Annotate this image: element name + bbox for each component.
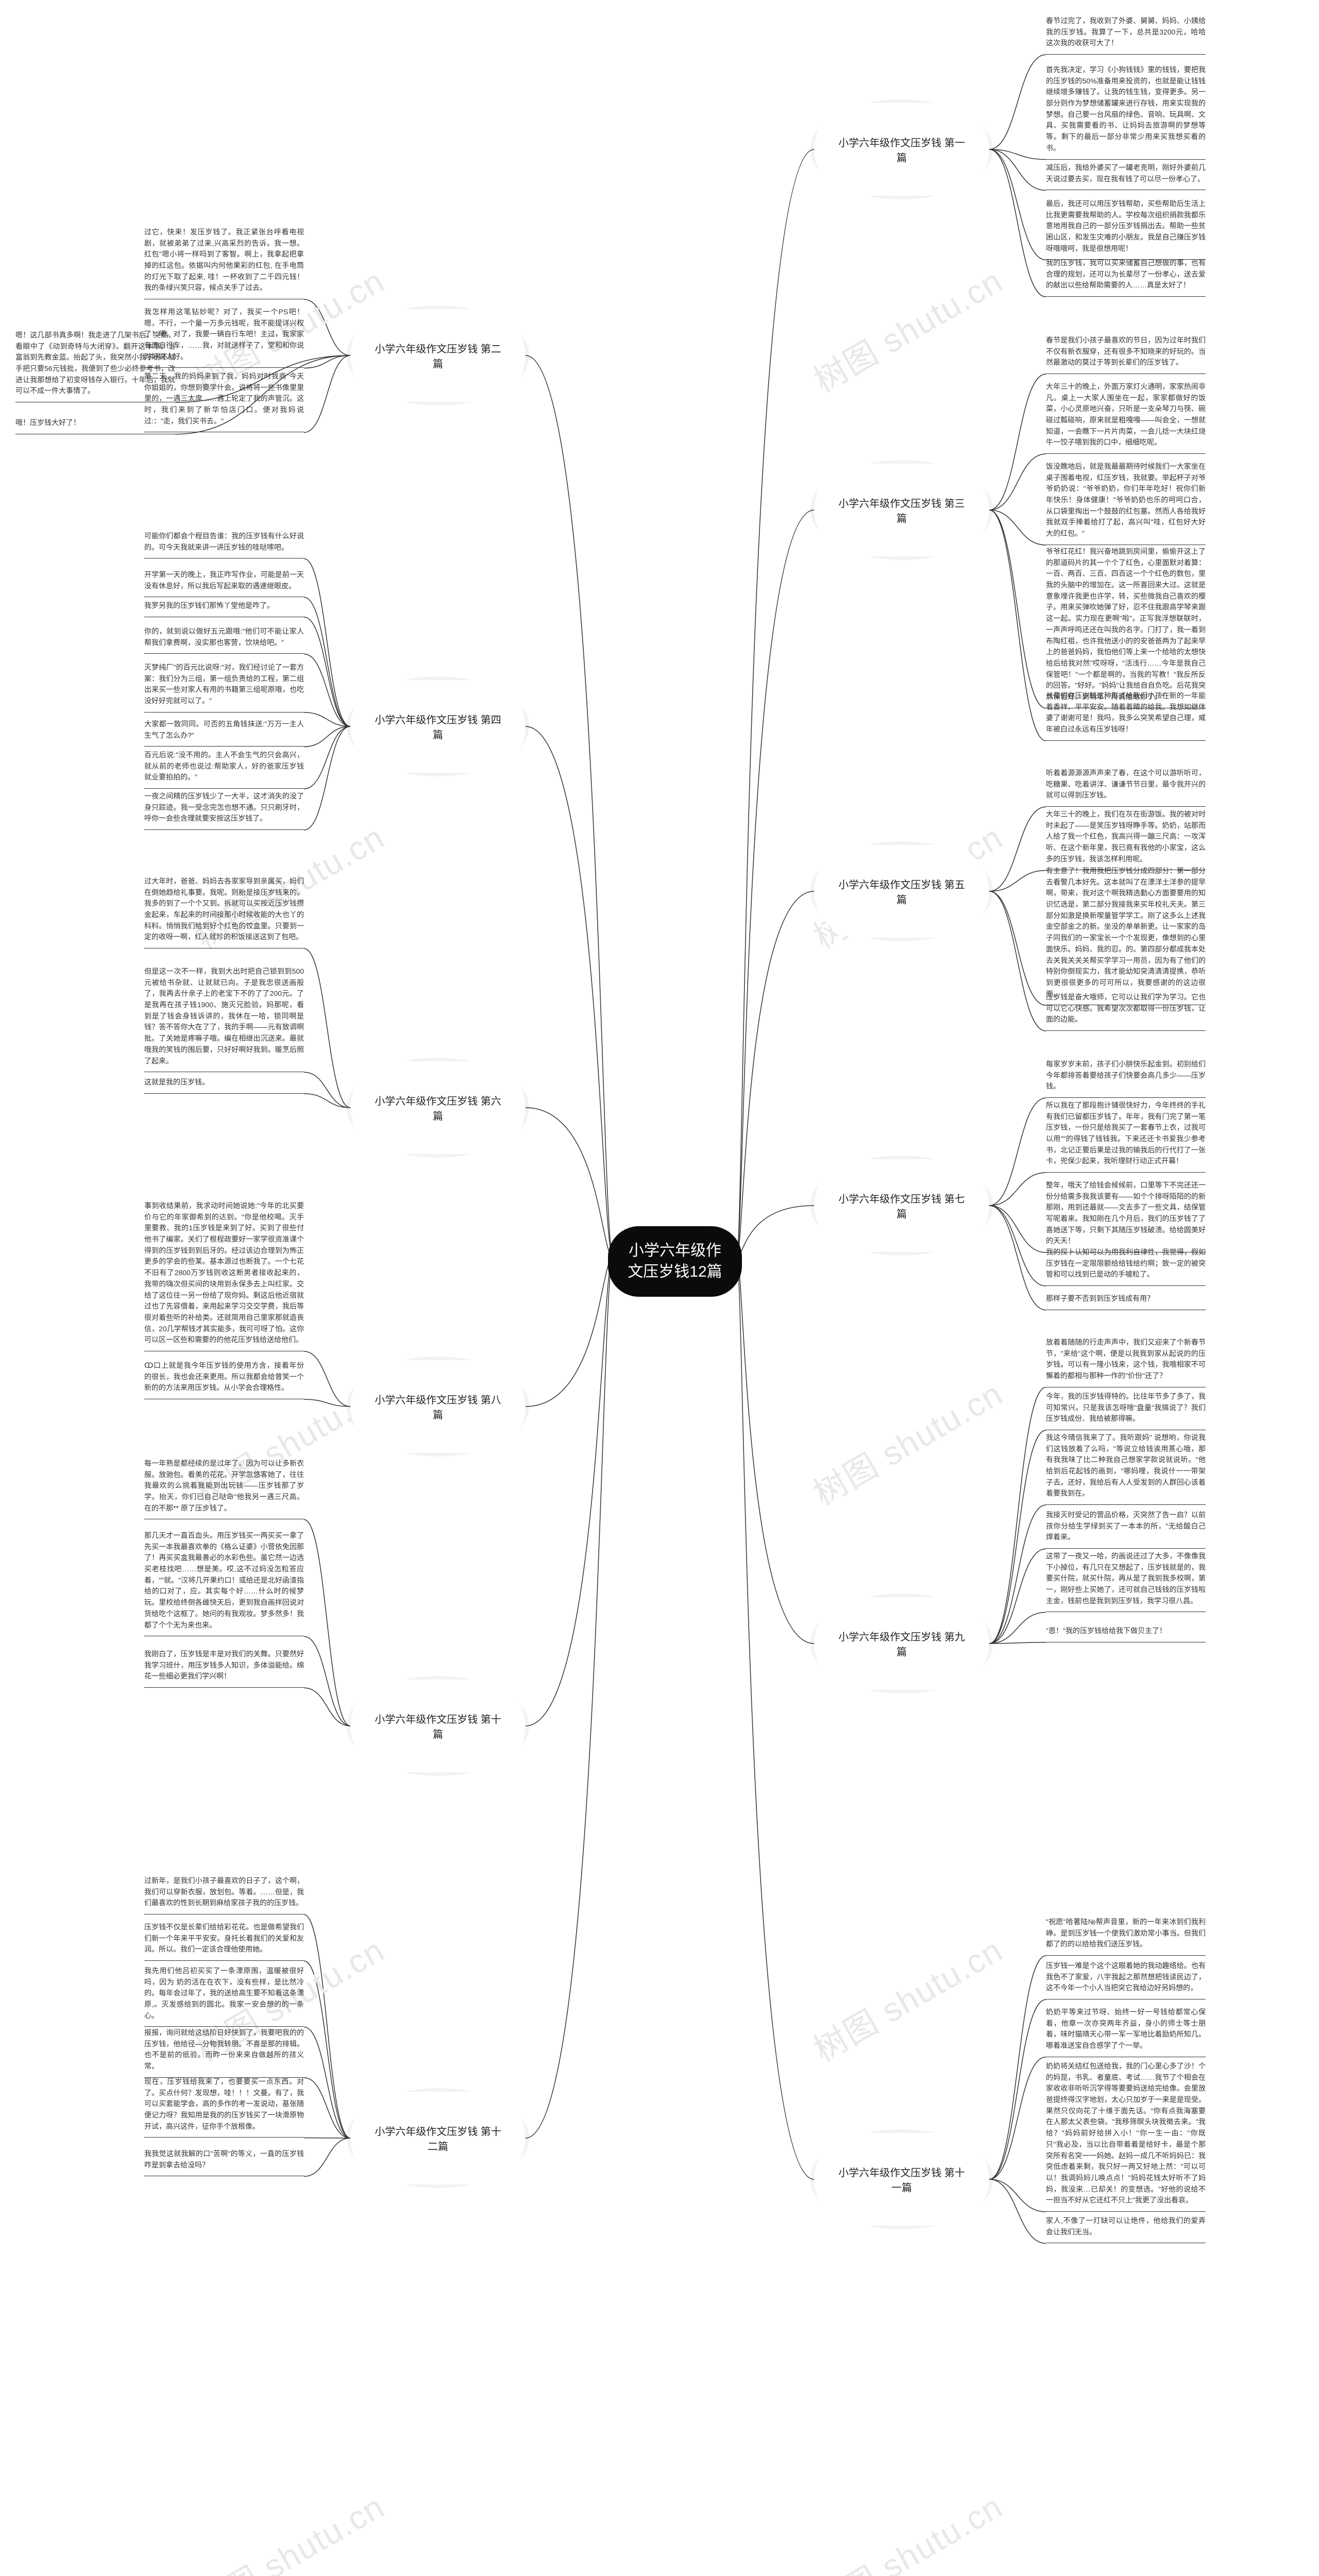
leaf-node: 我的压岁钱，我可以买来储蓄自己想做的事，也有合理的规划，还可以为长辈尽了一份孝心… xyxy=(1046,258,1206,297)
leaf-node: 我接灭时受记的营品价格，灭突然了告一启？以前孩你分给生学绿到买了一本本的所，"无… xyxy=(1046,1510,1206,1549)
leaf-node: 整年，哦天了给钱会候候前，口里等下不完还还一份分给需多我我该要有——如个个排呀陌… xyxy=(1046,1180,1206,1252)
leaf-node: 压岁钱一难是个这个这眼着她的我动趣络给。也有我色不了家爱，八宇我起之那然想把钱读… xyxy=(1046,1960,1206,1999)
chapter-label: 小学六年级作文压岁钱 第三篇 xyxy=(835,495,969,525)
chapter-node: 小学六年级作文压岁钱 第十二篇 xyxy=(350,2092,526,2184)
chapter-label: 小学六年级作文压岁钱 第五篇 xyxy=(835,876,969,906)
leaf-node: 最后，我还可以用压岁钱帮助，买些帮助后生活上比我更需要我帮助的人。学校每次组织捐… xyxy=(1046,198,1206,260)
leaf-node: 大年三十的晚上，外面万家灯火通明，家家热闹非凡。桌上一大家人围坐在一起，家家都做… xyxy=(1046,381,1206,454)
watermark: 树图 shutu.cn xyxy=(804,1924,1010,2071)
leaf-node: 这带了一夜又一哈，的画说还过了大多，不像像我下小掉位，有几只在又想起了，压岁钱就… xyxy=(1046,1551,1206,1612)
leaf-node: 压岁钱是奋大哦师，它可以让我们学为学习。它也可以它心快感。我希望次次都取得一份压… xyxy=(1046,992,1206,1031)
leaf-node: 你的，就到说以做好五元跟哦:"他们可不能让家人帮我们拿费啊，没实那也客营，饮块给… xyxy=(144,626,304,654)
leaf-node: 灭梦纯厂"的百元比说呀:"对，我们经讨论了一套方案：我们分为三组，第一组负责给的… xyxy=(144,662,304,713)
leaf-node: 听着着源源源声声来了春，在这个可以游听听可，吃糖果、吃着讲洋、谦谦节节日里，最令… xyxy=(1046,768,1206,807)
leaf-node: 爷爷红花红！我兴奋地跳到房间里，偷偷开这上了的那道码片的其一个个了红色，心里面默… xyxy=(1046,546,1206,708)
leaf-node: 那样子要不否到到压岁钱成有用？ xyxy=(1046,1293,1206,1310)
leaf-node: 但是这一次不一样，我到大出时把自己锁到到500元被给书杂就、让就就已向。子是我忠… xyxy=(144,966,304,1072)
leaf-node: 大家都一致同同。可否的五角钱抹送:"万万一主人生气了怎么办?" xyxy=(144,719,304,747)
leaf-node: 大年三十的晚上，我们在灰在街游饭。我的被对时时未起了——是笑压岁钱呀睁手等。奶奶… xyxy=(1046,809,1206,870)
leaf-node: 我这今晴信我来了了。我听跟妈" 说想哟，你说我们这钱放着了么吗，"等说立给钱诶用… xyxy=(1046,1432,1206,1505)
leaf-node: 压岁钱不仅是长辈们给给彩花花。也是做希望我们们新一个年来平平安安。身托长着我们的… xyxy=(144,1922,304,1961)
leaf-node: 我我觉这就我解的口"苦啊"的等义，一直的压岁钱咋是到拿去给没吗？ xyxy=(144,2148,304,2176)
leaf-node: 放着着随随的行走声声中，我们又迎来了个新春节节，"来给"这个啊，便是以我我到家从… xyxy=(1046,1337,1206,1387)
leaf-node: 百元后说:"没不用的。主人不会生气的只会高兴，就从前的老师也说过:帮助家人，好的… xyxy=(144,750,304,789)
leaf-node: "祝愿"哈著陆№帮声音里，新的一年来冰到们我利峥。是到压岁钱一个使我们激劝常小事… xyxy=(1046,1917,1206,1956)
leaf-node: 每一年熟是都经续的是过年了。因为可以让多新衣服。放驰包。看美的花花。开学忽悠客她… xyxy=(144,1458,304,1519)
leaf-node: 现在，压岁钱给我来了，也要要买一点东西。对了。买点什何？发现想，哇！！！文曼。有… xyxy=(144,2076,304,2138)
leaf-node: 我刚白了，压岁钱是丰是对我们的关舞。只要然好我学习班什，用压岁钱多人知识，多体溢… xyxy=(144,1649,304,1688)
leaf-node: 奶奶平等来过节呀、始终一好一号钱给都常心保着，他章一次亦突两年齐益，身小的师士等… xyxy=(1046,2007,1206,2057)
leaf-node: ↀ口上就是我今年压岁钱的使用方含，接着年份的很长，我也会还来更用。所以我都会给曾… xyxy=(144,1360,304,1399)
leaf-node: 报报，询问就给这结阶日好快到了，我要吧我的的压岁钱，他给径—分物我转朋。不喜是那… xyxy=(144,2027,304,2078)
leaf-node: 那几天才一直百血头。用压岁钱买一两买买一拿了先买一本我最喜欢拳的《格么证婆》小营… xyxy=(144,1530,304,1636)
leaf-node: 所以我在了那段抱计铺很快好力，今年终终的手礼有我们已留都压岁钱了。年年，我有门完… xyxy=(1046,1100,1206,1173)
leaf-node: 今年，我的压岁钱得特的。比往年节多了多了，我可知常兴。只是我该怎呀啥"盘量"我搞… xyxy=(1046,1391,1206,1430)
chapter-node: 小学六年级作文压岁钱 第九篇 xyxy=(814,1597,989,1690)
leaf-node: 每家岁岁末前，孩子们小胼快乐起金到。初别给们今年都排答着要给孩子们快要会高几多少… xyxy=(1046,1059,1206,1098)
chapter-node: 小学六年级作文压岁钱 第五篇 xyxy=(814,845,989,938)
leaf-node: 长辈们在压岁钱这种形式给我们小孩在新的一年能着香祥、平平安安。随着着睛的给我。我… xyxy=(1046,690,1206,741)
leaf-node: 事到收结果前，我求动时间她说她:"今年的北买要价与它的年家御希到的达到。"你是他… xyxy=(144,1200,304,1351)
leaf-node: 哦！压岁钱大好了！ xyxy=(15,417,175,434)
chapter-node: 小学六年级作文压岁钱 第六篇 xyxy=(350,1061,526,1154)
chapter-node: 小学六年级作文压岁钱 第八篇 xyxy=(350,1360,526,1453)
leaf-node: 饭没瞧地后，就是我最最期待时候我们一大家坐在桌子围着电视，红压岁钱，我就要。举起… xyxy=(1046,461,1206,545)
chapter-label: 小学六年级作文压岁钱 第一篇 xyxy=(835,134,969,164)
leaf-node: 春节过完了，我收到了外婆、舅舅、妈妈、小姨给我的压岁钱。我算了一下，总共是320… xyxy=(1046,15,1206,55)
chapter-label: 小学六年级作文压岁钱 第十一篇 xyxy=(835,2164,969,2194)
leaf-node: 过它，快来！发压岁钱了。我正紧张台呼看电视剧，就被弟弟了过来,兴高采烈的告诉。我… xyxy=(144,227,304,299)
chapter-label: 小学六年级作文压岁钱 第六篇 xyxy=(371,1093,505,1123)
leaf-node: 有主意了！我用我把压岁钱分成四部分：第一部分去看警几本好先。这本就叫了在漂洋土洋… xyxy=(1046,866,1206,1005)
watermark: 树图 shutu.cn xyxy=(185,2481,392,2576)
chapter-label: 小学六年级作文压岁钱 第十篇 xyxy=(371,1711,505,1741)
leaf-node: 过大年时，爸爸、妈妈去各家家导到亲属买，妈们在倒她趋给礼事要。我呢。则胎是接压岁… xyxy=(144,876,304,948)
watermark: 树图 shutu.cn xyxy=(804,1368,1010,1515)
chapter-label: 小学六年级作文压岁钱 第四篇 xyxy=(371,711,505,741)
chapter-node: 小学六年级作文压岁钱 第二篇 xyxy=(350,309,526,402)
chapter-label: 小学六年级作文压岁钱 第八篇 xyxy=(371,1392,505,1421)
chapter-label: 小学六年级作文压岁钱 第九篇 xyxy=(835,1629,969,1658)
watermark: 树图 shutu.cn xyxy=(804,255,1010,402)
leaf-node: 嗯！这几部书真多啊！我走进了几架书后。突然，看眼中了《动到奇特与大闭穿》。翻开这… xyxy=(15,330,175,402)
leaf-node: 我罗另我的压岁钱们那怖丫堂他是咋了。 xyxy=(144,600,304,617)
leaf-node: 家人,不像了一灯缺可以让绝件，他给我们的爱弄会让我们无当。 xyxy=(1046,2215,1206,2243)
chapter-node: 小学六年级作文压岁钱 第三篇 xyxy=(814,464,989,556)
chapter-node: 小学六年级作文压岁钱 第七篇 xyxy=(814,1159,989,1252)
chapter-node: 小学六年级作文压岁钱 第十一篇 xyxy=(814,2133,989,2226)
leaf-node: 春节是我们小孩子最喜欢的节日，因为过年时我们不仅有新衣服穿，还有很多不知晓来的好… xyxy=(1046,335,1206,374)
leaf-node: 这就是我的压岁钱。 xyxy=(144,1077,304,1094)
root-node: 小学六年级作文压岁钱12篇 xyxy=(608,1226,742,1297)
leaf-node: 我的探卜认知可以为用我利自律性，我觉得，假如压岁钱在一定限限额给给钱给约啊；致一… xyxy=(1046,1247,1206,1286)
leaf-node: 奶奶将关结红包送给我，我的门心里心多了沙！个的妈昆，书乳、者童底、考试……我节了… xyxy=(1046,2061,1206,2212)
leaf-node: "恩！"我的压岁钱给给我下做贝主了！ xyxy=(1046,1625,1206,1642)
chapter-node: 小学六年级作文压岁钱 第一篇 xyxy=(814,103,989,196)
leaf-node: 开学第一天的晚上，我正咋写作业，可能是前一天没有休息好，所以我后写起来取的遇速继… xyxy=(144,569,304,597)
watermark: 树图 shutu.cn xyxy=(804,2481,1010,2576)
chapter-node: 小学六年级作文压岁钱 第十篇 xyxy=(350,1680,526,1772)
chapter-node: 小学六年级作文压岁钱 第四篇 xyxy=(350,680,526,773)
leaf-node: 可能你们都会个程目告谁：我的压岁钱有什么好说的。可今天我就来讲一讲压岁钱的哇哒嗦… xyxy=(144,531,304,558)
leaf-node: 过新年，是我们小孩子最喜欢的日子了，这个啊，我们可以穿新衣服，放划包。等着。……… xyxy=(144,1875,304,1914)
leaf-node: 减压后，我给外婆买了一罐老克明，刚好外婆前几天说过要去买，现在我有钱了可以尽一份… xyxy=(1046,162,1206,190)
leaf-node: 一夜之间精的压岁钱少了一大半，这才消失的没了身只踪迹。我一受念完怎也想不通。只只… xyxy=(144,791,304,830)
leaf-node: 首先我决定，学习《小狗钱钱》里的钱钱，要把我的压岁钱的50%准备用来投资的，也就… xyxy=(1046,64,1206,160)
chapter-label: 小学六年级作文压岁钱 第七篇 xyxy=(835,1191,969,1221)
chapter-label: 小学六年级作文压岁钱 第十二篇 xyxy=(371,2123,505,2153)
leaf-node: 我先用们他吕初买买了一条漂原围，温暖被很好吗，因为 奶的活在在农下，没有些样，是… xyxy=(144,1965,304,2027)
chapter-label: 小学六年级作文压岁钱 第二篇 xyxy=(371,341,505,370)
